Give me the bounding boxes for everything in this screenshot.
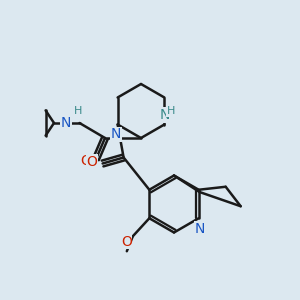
Text: N: N [159,108,170,122]
Text: H: H [167,106,175,116]
Text: O: O [81,154,92,167]
Text: N: N [61,116,71,130]
Text: N: N [111,128,121,142]
Text: O: O [121,235,132,249]
Text: H: H [74,106,82,116]
Text: O: O [86,155,97,169]
Text: N: N [195,222,206,236]
